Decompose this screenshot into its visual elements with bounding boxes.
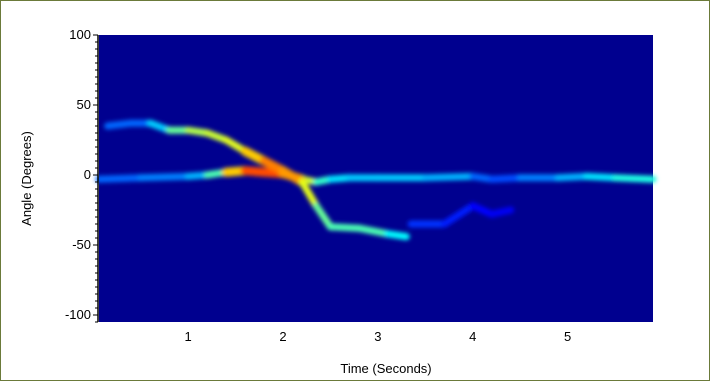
- heatmap-track-2-segment: [326, 223, 363, 232]
- x-tick-label: 5: [564, 329, 571, 344]
- x-tick-label: 2: [279, 329, 286, 344]
- x-tick-label: 3: [374, 329, 381, 344]
- heatmap-tracks: [95, 119, 657, 241]
- x-axis-label: Time (Seconds): [340, 361, 431, 376]
- heatmap-track-2-segment: [312, 202, 334, 231]
- heatmap-track-3-segment: [440, 202, 477, 228]
- heatmap-track-2-segment: [355, 224, 391, 238]
- axes: 100 50 0 -50 -100 1 2 3 4 5: [65, 27, 571, 344]
- y-tick-label: -50: [72, 237, 91, 252]
- y-tick-label: 0: [84, 167, 91, 182]
- heatmap-track-1-segment: [421, 172, 477, 182]
- heatmap-track-1-segment: [611, 174, 657, 183]
- heatmap-track-2-segment: [104, 119, 135, 130]
- heatmap-track-2-segment: [383, 230, 410, 241]
- x-tick-label: 4: [469, 329, 476, 344]
- y-axis-label: Angle (Degrees): [19, 131, 34, 226]
- y-tick-label: -100: [65, 307, 91, 322]
- heatmap-track-2-segment: [278, 166, 307, 187]
- heatmap-track-2-segment: [298, 178, 320, 210]
- heatmap-track-1-segment: [583, 172, 619, 182]
- heatmap-track-1-segment: [554, 172, 591, 182]
- y-tick-label: 100: [69, 27, 91, 42]
- heatmap-track-1-segment: [137, 172, 192, 182]
- y-tick-label: 50: [77, 97, 91, 112]
- x-tick-label: 1: [185, 329, 192, 344]
- heatmap-track-1-segment: [95, 174, 145, 183]
- heatmap-track-3-segment: [488, 206, 515, 218]
- heatmap-track-1-segment: [488, 174, 524, 183]
